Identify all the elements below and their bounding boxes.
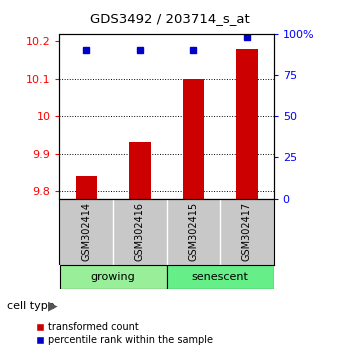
Text: cell type: cell type (7, 301, 54, 311)
Bar (129, 142, 151, 199)
Text: ▶: ▶ (48, 300, 57, 313)
Bar (75, 176, 97, 199)
Text: GSM302415: GSM302415 (188, 202, 198, 261)
Bar (183, 79, 204, 199)
Text: GDS3492 / 203714_s_at: GDS3492 / 203714_s_at (90, 12, 250, 25)
Bar (167, 264, 274, 289)
Bar (59, 264, 167, 289)
Text: growing: growing (91, 272, 135, 281)
Text: GSM302417: GSM302417 (242, 202, 252, 261)
Legend: transformed count, percentile rank within the sample: transformed count, percentile rank withi… (32, 319, 217, 349)
Text: GSM302416: GSM302416 (135, 202, 145, 261)
Text: GSM302414: GSM302414 (81, 202, 91, 261)
Text: senescent: senescent (192, 272, 249, 281)
Bar (236, 48, 258, 199)
